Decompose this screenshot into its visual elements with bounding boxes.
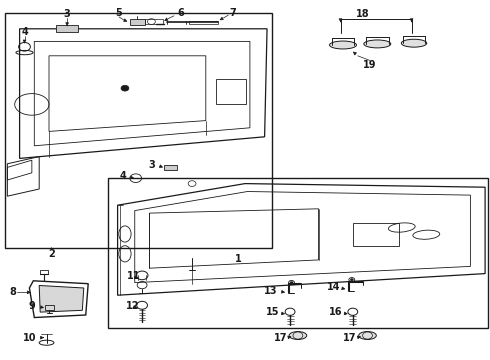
Text: 10: 10 [23, 333, 36, 343]
Bar [56, 25, 78, 32]
Text: 18: 18 [356, 9, 369, 19]
Ellipse shape [329, 41, 356, 49]
Ellipse shape [289, 332, 307, 339]
Text: 19: 19 [363, 60, 377, 70]
Text: 6: 6 [177, 8, 184, 18]
Circle shape [121, 85, 129, 91]
Bar [45, 305, 54, 310]
Text: 15: 15 [266, 307, 279, 317]
Bar [216, 79, 246, 104]
Text: 16: 16 [329, 307, 343, 317]
Text: 4: 4 [21, 27, 28, 37]
Bar [5, 13, 272, 248]
Bar [40, 270, 48, 274]
Ellipse shape [364, 40, 391, 48]
Bar [164, 165, 177, 170]
Bar [130, 19, 145, 25]
Text: 3: 3 [64, 9, 71, 19]
Text: 17: 17 [343, 333, 357, 343]
Text: 12: 12 [126, 301, 140, 311]
Text: 2: 2 [48, 249, 55, 259]
Text: 7: 7 [230, 8, 237, 18]
Bar [145, 19, 163, 24]
Circle shape [290, 282, 293, 284]
Text: 9: 9 [28, 301, 35, 311]
Circle shape [350, 279, 353, 281]
Text: 4: 4 [120, 171, 127, 181]
Bar [353, 223, 399, 246]
Text: 13: 13 [264, 286, 278, 296]
Ellipse shape [359, 332, 376, 339]
Text: 11: 11 [127, 271, 141, 281]
Bar [189, 21, 218, 24]
Text: 14: 14 [327, 282, 341, 292]
Polygon shape [39, 285, 84, 312]
Bar [108, 178, 488, 328]
Text: 8: 8 [10, 287, 17, 297]
Text: 3: 3 [148, 159, 155, 170]
Ellipse shape [401, 39, 427, 47]
Text: 5: 5 [116, 8, 122, 18]
Text: 1: 1 [235, 254, 242, 264]
Text: 17: 17 [273, 333, 287, 343]
